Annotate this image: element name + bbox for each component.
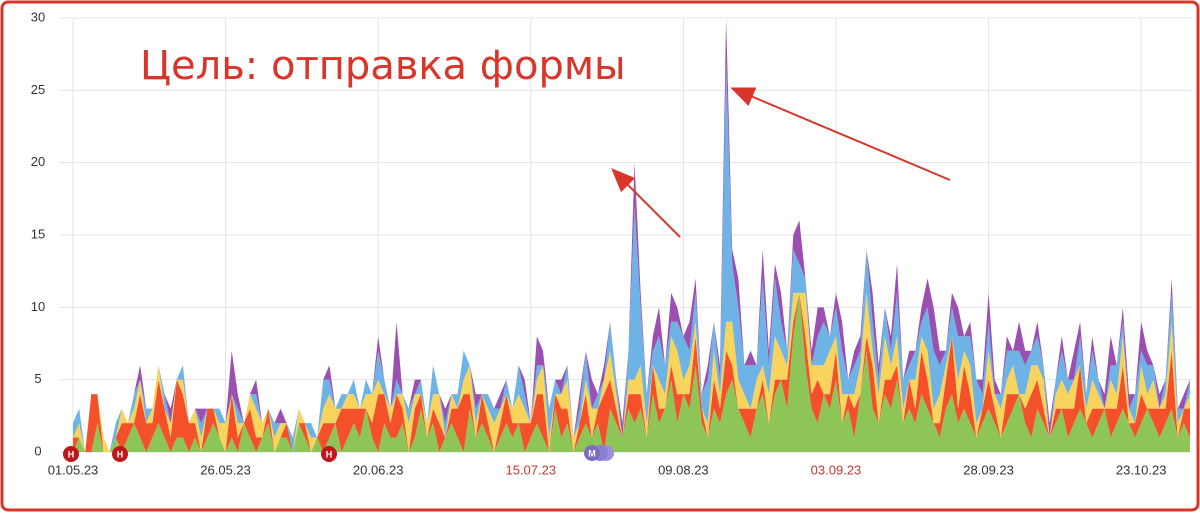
x-tick-label: 23.10.23 — [1116, 462, 1167, 477]
plot: 0 5 10 15 20 25 30 01.05.23 26.05.23 20.06.23 15.0… — [31, 9, 1192, 477]
x-tick-label: 15.07.23 — [505, 462, 556, 477]
x-tick-label: 20.06.23 — [353, 462, 404, 477]
event-marker: Н — [68, 449, 75, 459]
area — [73, 292, 1190, 452]
y-tick-label: 25 — [31, 82, 45, 97]
event-marker: Н — [117, 449, 124, 459]
area — [73, 292, 1190, 452]
y-tick-label: 15 — [31, 226, 45, 241]
arrow — [611, 168, 681, 238]
y-tick-label: 0 — [34, 443, 41, 458]
annotation: Цель: отправка формы — [140, 43, 626, 89]
arrow — [730, 87, 951, 181]
area — [73, 61, 1190, 453]
x-tick-label: 03.09.23 — [811, 462, 862, 477]
area — [73, 292, 1190, 452]
event-marker: Н — [326, 449, 333, 459]
x-tick-label: 28.09.23 — [963, 462, 1014, 477]
y-tick-label: 5 — [34, 371, 41, 386]
x-tick-label: 01.05.23 — [48, 462, 99, 477]
event-marker: М — [588, 448, 596, 458]
x-tick-label: 09.08.23 — [658, 462, 709, 477]
events: Н Н Н М — [63, 445, 614, 462]
x-tick-label: 26.05.23 — [200, 462, 251, 477]
y-tick-label: 20 — [31, 154, 45, 169]
y-tick-label: 10 — [31, 299, 45, 314]
y-tick-label: 30 — [31, 9, 45, 24]
